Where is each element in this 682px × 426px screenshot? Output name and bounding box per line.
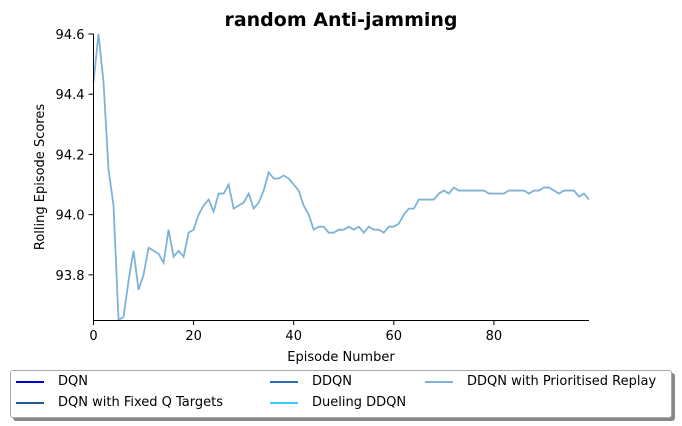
legend-label-ddqn: DDQN [312, 374, 352, 389]
legend-swatch-dueling-ddqn [270, 401, 298, 404]
legend: DQN DQN with Fixed Q Targets DDQN Duelin… [10, 370, 672, 418]
y-ticks: 93.8 94.0 94.2 94.4 94.6 [56, 28, 94, 284]
legend-swatch-dqn [16, 380, 44, 383]
y-tick-label: 94.4 [56, 88, 85, 103]
x-tick-label: 80 [486, 329, 503, 344]
x-tick-label: 0 [89, 329, 97, 344]
legend-label-dqn: DQN [58, 374, 88, 389]
legend-item-dqn-fixed-q: DQN with Fixed Q Targets [16, 395, 223, 410]
y-axis-label: Rolling Episode Scores [33, 104, 48, 250]
legend-swatch-ddqn-prioritised [425, 380, 453, 383]
legend-item-ddqn-prioritised: DDQN with Prioritised Replay [425, 374, 656, 389]
y-tick-label: 94.0 [56, 209, 85, 224]
y-tick-label: 94.2 [56, 148, 85, 163]
legend-label-dueling-ddqn: Dueling DDQN [312, 395, 407, 410]
legend-item-ddqn: DDQN [270, 374, 352, 389]
legend-swatch-dqn-fixed-q [16, 401, 44, 404]
x-tick-label: 40 [285, 329, 302, 344]
legend-item-dueling-ddqn: Dueling DDQN [270, 395, 406, 410]
y-tick-label: 93.8 [56, 269, 85, 284]
legend-label-dqn-fixed-q: DQN with Fixed Q Targets [58, 395, 223, 410]
x-tick-label: 60 [386, 329, 403, 344]
x-tick-label: 20 [185, 329, 202, 344]
plot-area [92, 33, 590, 322]
legend-item-dqn: DQN [16, 374, 88, 389]
legend-label-ddqn-prioritised: DDQN with Prioritised Replay [467, 374, 657, 389]
chart-title: random Anti-jamming [224, 9, 457, 31]
x-axis-label: Episode Number [287, 350, 395, 365]
y-tick-label: 94.6 [56, 28, 85, 43]
legend-swatch-ddqn [270, 380, 298, 383]
series-line-4 [92, 33, 590, 322]
x-ticks: 0 20 40 60 80 [89, 320, 502, 344]
